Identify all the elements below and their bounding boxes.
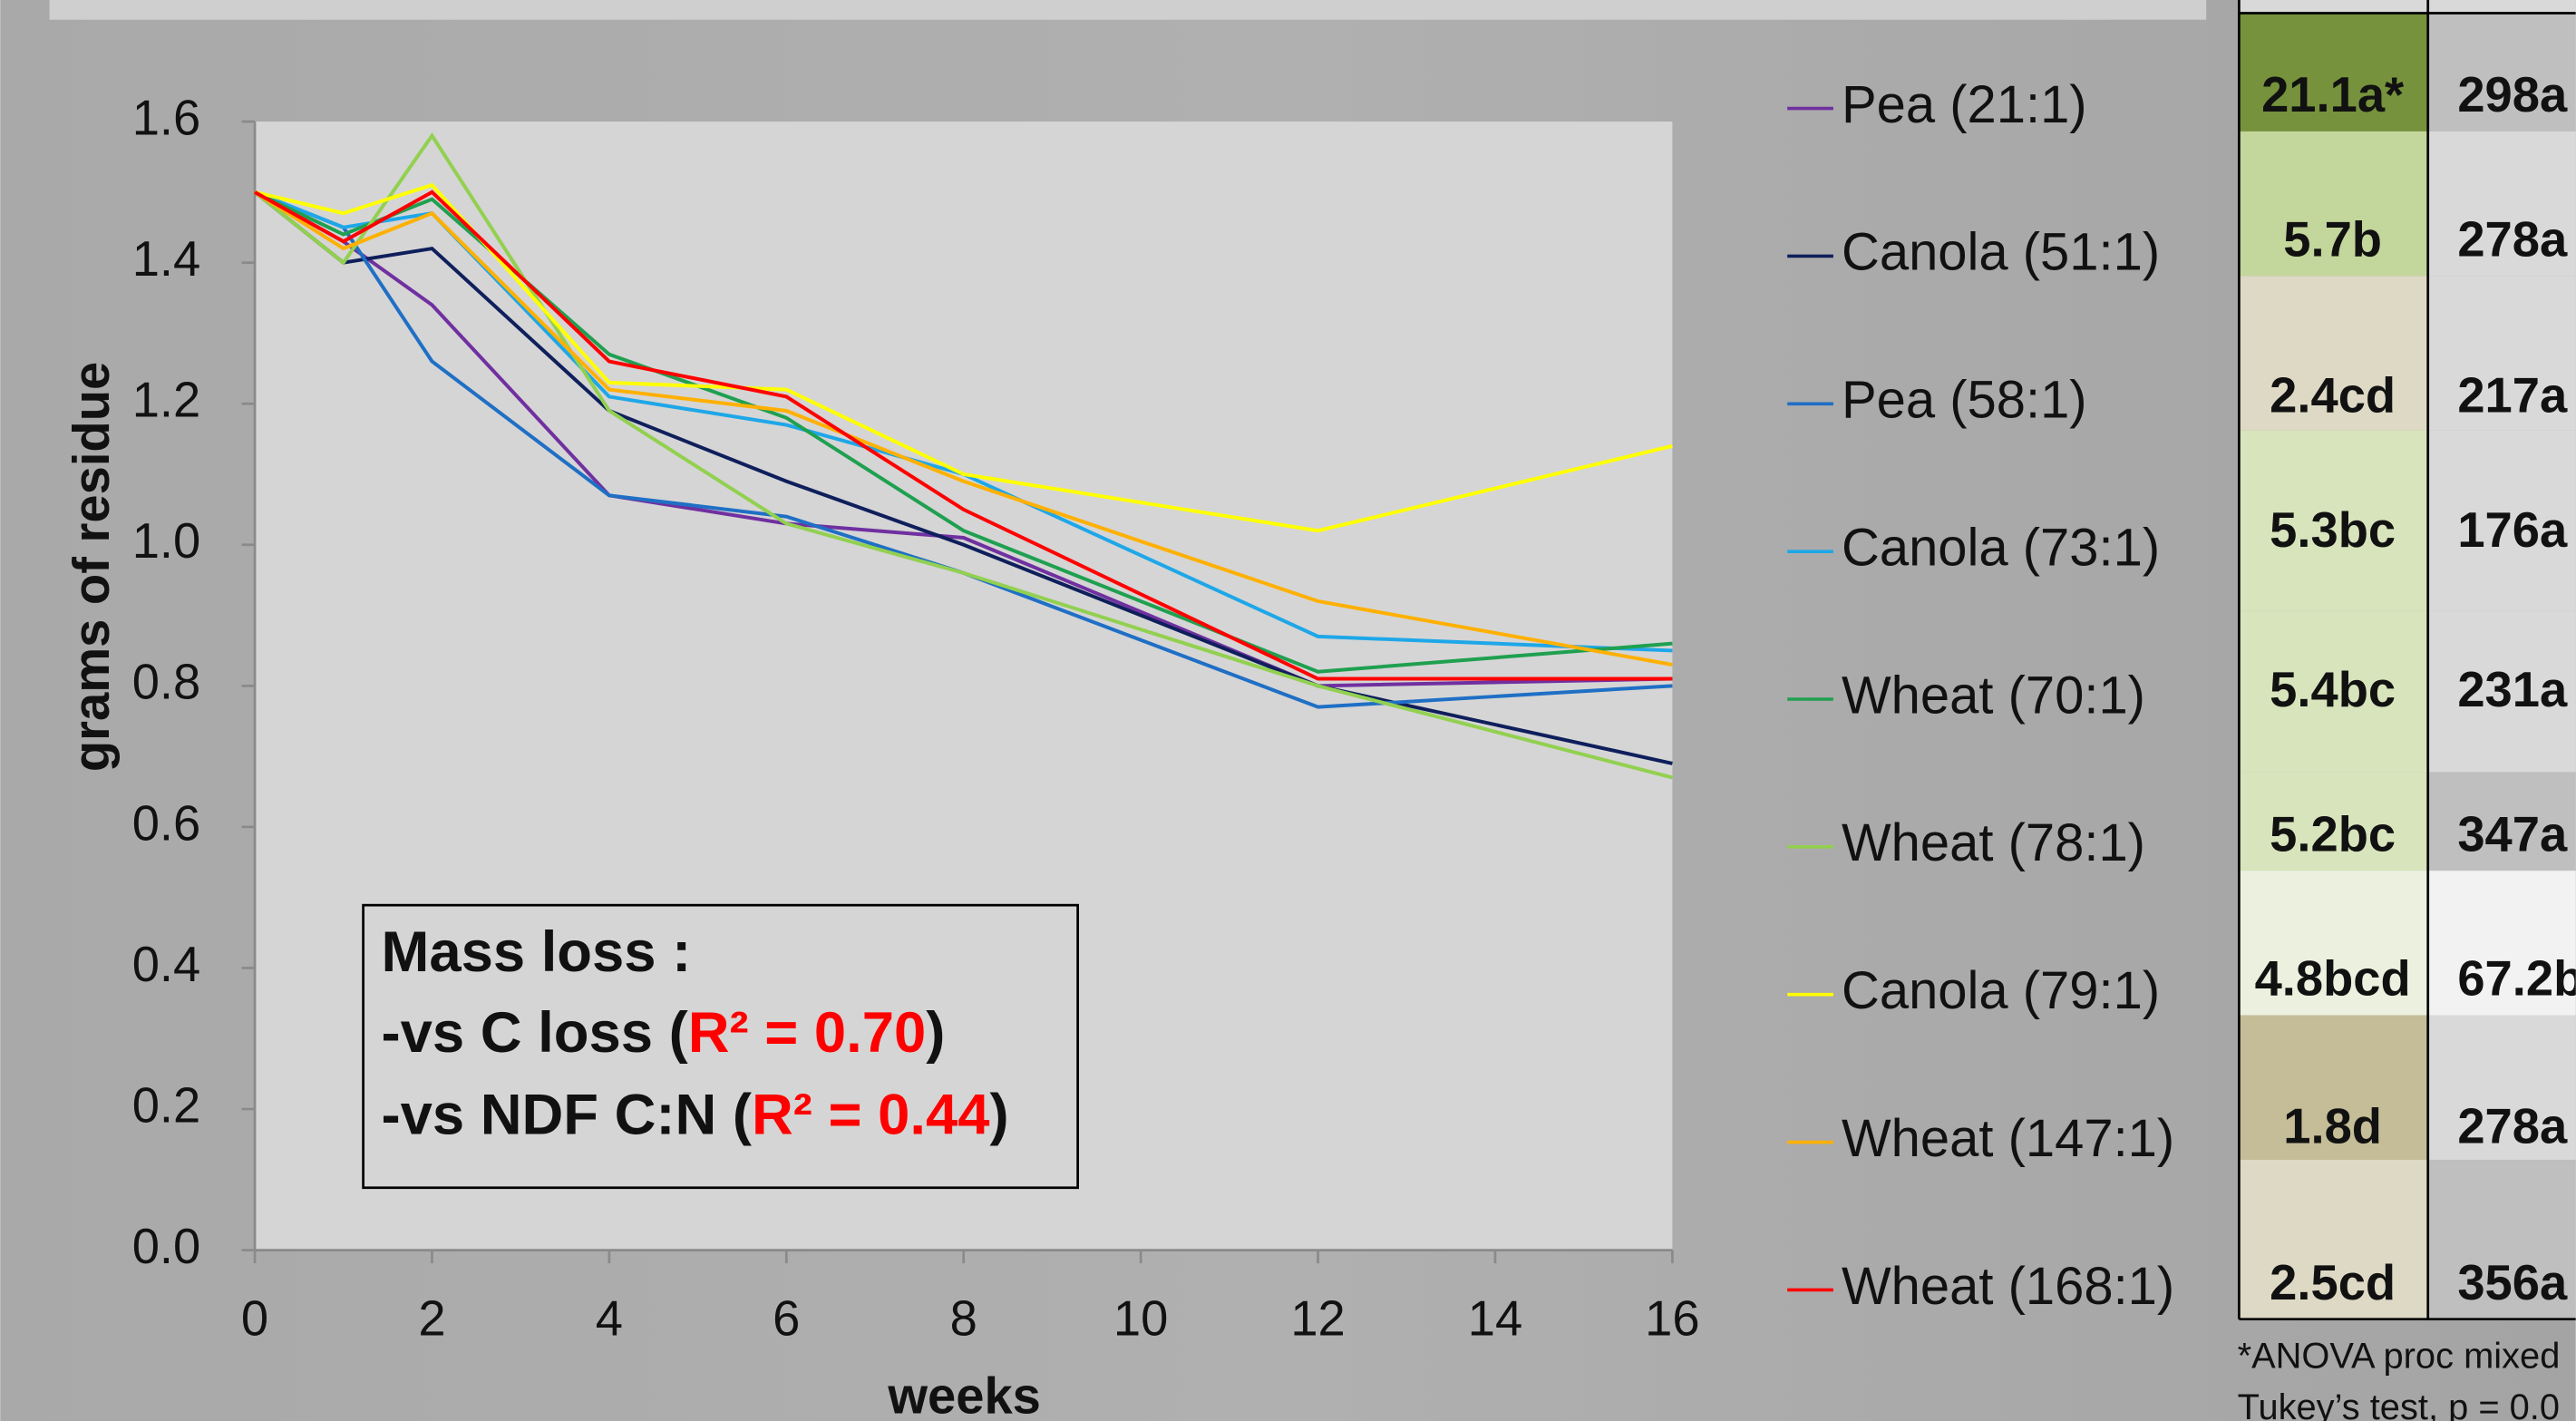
table-cell [2427,1015,2576,1160]
table-value: 2.5cd [2270,1255,2396,1310]
table-value: 5.3bc [2270,502,2396,558]
table: 21.1a* 298a 5.7b 278a 2.4cd 217a 5.3bc 176a 5.4b… [2238,0,2576,1421]
y-tick-label: 1.0 [132,513,201,569]
table-cell [2427,871,2576,1016]
x-tick-label: 14 [1468,1291,1522,1347]
table-cell [2239,13,2428,131]
footnote: Tukey’s test, p = 0.0 [2238,1387,2560,1421]
table-value: 5.4bc [2270,662,2396,717]
x-tick-label: 16 [1645,1291,1699,1347]
r-squared: R² = 0.44 [752,1083,990,1146]
legend-label: Canola (51:1) [1842,224,2160,282]
legend-label: Wheat (168:1) [1842,1258,2174,1316]
legend-label: Wheat (70:1) [1842,667,2145,725]
table-cell [2239,871,2428,1016]
annotation-box [362,903,1079,1190]
table-cell [2427,1159,2576,1319]
table-value: 5.7b [2283,211,2382,267]
annotation-title: Mass loss : [382,920,692,984]
table-value: 4.8bcd [2255,951,2411,1007]
legend-label: Pea (21:1) [1842,76,2087,134]
table-value: 298a [2457,67,2568,122]
x-tick-label: 8 [950,1291,977,1347]
x-tick-label: 10 [1113,1291,1168,1347]
x-tick-label: 12 [1290,1291,1345,1347]
series-line [254,190,1673,709]
table-value: 5.2bc [2270,806,2396,861]
x-axis-title: weeks [887,1367,1041,1421]
legend-label: Canola (73:1) [1842,519,2160,577]
table-value: 1.8d [2283,1099,2382,1154]
table-cell [2427,131,2576,277]
table-value: 278a [2457,211,2568,267]
table-cell [2239,430,2428,611]
series-line [254,182,1673,533]
series-line [254,190,1673,653]
x-tick-label: 0 [241,1291,268,1347]
legend-label: Wheat (147:1) [1842,1110,2174,1168]
series-line [254,190,1673,681]
table-cell [2427,13,2576,131]
y-tick-label: 0.6 [132,795,201,851]
legend-label: Wheat (78:1) [1842,814,2145,872]
table-cell [2427,430,2576,611]
table-value: 2.4cd [2270,368,2396,423]
annotation-line: -vs NDF C:N (R² = 0.44) [382,1083,1009,1146]
legend-label: Canola (79:1) [1842,962,2160,1020]
y-tick-label: 0.0 [132,1219,201,1274]
table-cell [2427,610,2576,773]
annotation-text: ) [990,1083,1009,1146]
table-value: 356a [2457,1255,2568,1310]
annotation-text: -vs NDF C:N ( [382,1083,753,1146]
legend-label: Pea (58:1) [1842,372,2087,430]
table-cell [2239,1015,2428,1160]
table-cell [2239,1159,2428,1319]
table-header [2239,0,2576,14]
r-squared: R² = 0.70 [688,1001,927,1065]
y-tick-label: 1.6 [132,90,201,145]
x-tick-label: 2 [418,1291,445,1347]
annotation-text: ) [926,1001,945,1065]
x-tick-label: 6 [773,1291,800,1347]
annotation-text: -vs C loss ( [382,1001,689,1065]
series-line [253,190,1673,765]
y-axis-title: grams of residue [63,362,120,772]
table-value: 217a [2457,368,2568,423]
y-tick-label: 1.4 [132,231,201,287]
annotation-line: -vs C loss (R² = 0.70) [382,1001,946,1065]
title-bar [49,0,2207,20]
y-tick-label: 0.2 [132,1077,201,1133]
table-value: 347a [2457,806,2568,861]
table-value: 21.1a* [2261,67,2405,122]
y-tick-label: 0.4 [132,937,201,992]
footnote: *ANOVA proc mixed [2238,1337,2561,1377]
table-value: 176a [2457,502,2568,558]
table-value: 67.2b [2457,951,2576,1007]
table-value: 278a [2457,1099,2568,1154]
plot-area [255,122,1673,1251]
series-line [253,190,1673,667]
table-cell [2239,610,2428,773]
table-cell [2239,772,2428,871]
x-tick-label: 4 [596,1291,623,1347]
table-cell [2427,772,2576,871]
table-value: 231a [2457,662,2568,717]
table-cell [2239,131,2428,277]
table-cell [2239,276,2428,431]
table-cell [2427,276,2576,431]
y-tick-label: 1.2 [132,373,201,428]
y-tick-label: 0.8 [132,655,201,710]
